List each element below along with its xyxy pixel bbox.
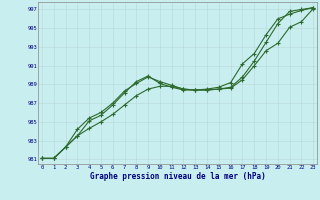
X-axis label: Graphe pression niveau de la mer (hPa): Graphe pression niveau de la mer (hPa) — [90, 172, 266, 181]
